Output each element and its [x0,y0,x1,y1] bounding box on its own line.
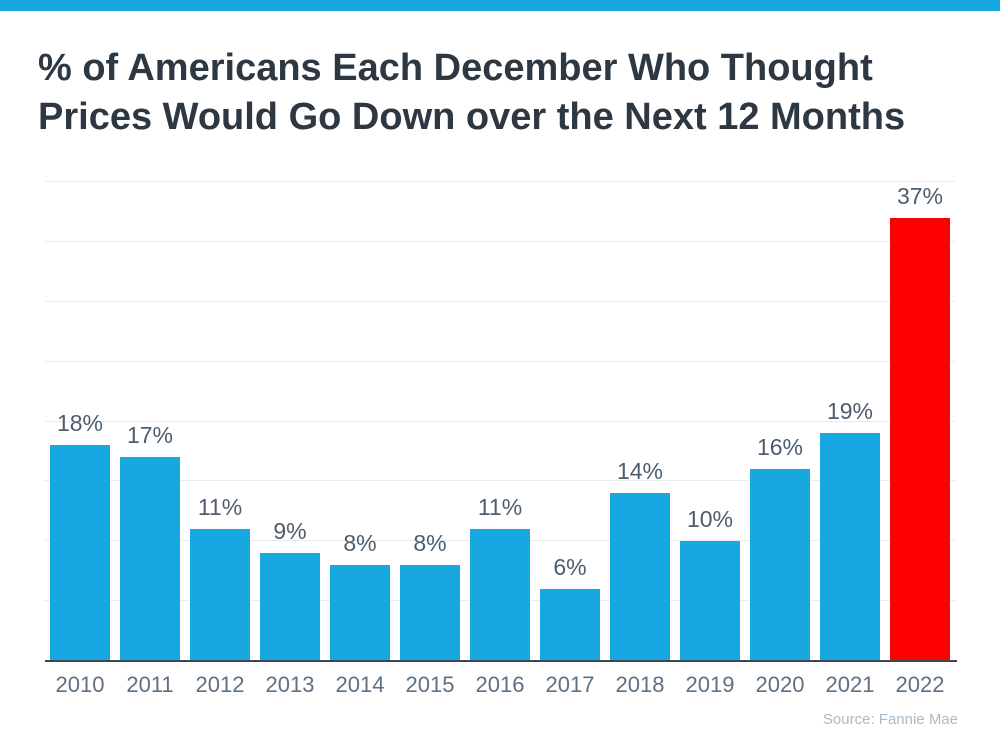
x-axis-line [45,660,957,662]
bar-value-label-2011: 17% [126,422,174,449]
bar-2017 [540,589,600,661]
top-accent-bar [0,0,1000,11]
bar-value-label-2019: 10% [686,506,734,533]
bar-slot-2013: 9% [255,182,325,661]
bar-slot-2019: 10% [675,182,745,661]
plot-area: 18% 17% 11% 9% 8% 8% 11% 6% 14% 10% 16% 19% 37% [45,181,955,661]
bar-2014 [330,565,390,661]
x-label-2016: 2016 [475,672,525,697]
x-label-2013: 2013 [265,672,315,697]
bar-slot-2014: 8% [325,182,395,661]
x-label-2018: 2018 [615,672,665,697]
bar-2011 [120,457,180,661]
bar-slot-2017: 6% [535,182,605,661]
bar-2013 [260,553,320,661]
bar-slot-2021: 19% [815,182,885,661]
gridline-25 [45,360,955,362]
bar-slot-2022: 37% [885,182,955,661]
x-label-2019: 2019 [685,672,735,697]
bar-2022 [890,217,950,661]
bar-2010 [50,445,110,661]
bar-value-label-2017: 6% [553,554,587,581]
gridline-30 [45,300,955,302]
chart-title: % of Americans Each December Who Thought… [38,44,968,141]
bar-slot-2016: 11% [465,182,535,661]
gridline-20 [45,420,955,422]
bar-value-label-2010: 18% [56,410,104,437]
bar-value-label-2013: 9% [273,518,307,545]
x-label-2012: 2012 [195,672,245,697]
bar-2019 [680,541,740,661]
x-label-2017: 2017 [545,672,595,697]
bar-slot-2020: 16% [745,182,815,661]
bar-value-label-2021: 19% [826,398,874,425]
gridline-40 [45,181,955,182]
bar-slot-2015: 8% [395,182,465,661]
gridline-15 [45,480,955,482]
bar-slot-2010: 18% [45,182,115,661]
x-label-2022: 2022 [895,672,945,697]
source-note: Source: Fannie Mae [822,711,958,728]
bar-2016 [470,529,530,661]
bar-2015 [400,565,460,661]
bar-2021 [820,433,880,661]
bar-2020 [750,469,810,661]
chart-title-line2: Prices Would Go Down over the Next 12 Mo… [38,95,906,138]
bar-value-label-2020: 16% [756,434,804,461]
gridline-35 [45,240,955,242]
x-label-2020: 2020 [755,672,805,697]
bar-value-label-2014: 8% [343,530,377,557]
x-label-2014: 2014 [335,672,385,697]
bar-2018 [610,493,670,661]
bar-value-label-2015: 8% [413,530,447,557]
bar-value-label-2018: 14% [616,458,664,485]
bar-slot-2011: 17% [115,182,185,661]
bar-slot-2012: 11% [185,182,255,661]
x-label-2021: 2021 [825,672,875,697]
x-label-2015: 2015 [405,672,455,697]
bars-row: 18% 17% 11% 9% 8% 8% 11% 6% 14% 10% 16% 19% 37% [45,182,955,661]
x-axis-labels: 2010 2011 2012 2013 2014 2015 2016 2017 2018 2019… [45,672,955,698]
chart-title-line1: % of Americans Each December Who Thought [38,47,873,89]
x-label-2010: 2010 [55,672,105,697]
bar-slot-2018: 14% [605,182,675,661]
bar-value-label-2012: 11% [197,494,243,521]
bar-value-label-2022: 37% [896,182,944,209]
bar-2012 [190,529,250,661]
x-label-2011: 2011 [126,672,174,697]
bar-value-label-2016: 11% [477,494,523,521]
